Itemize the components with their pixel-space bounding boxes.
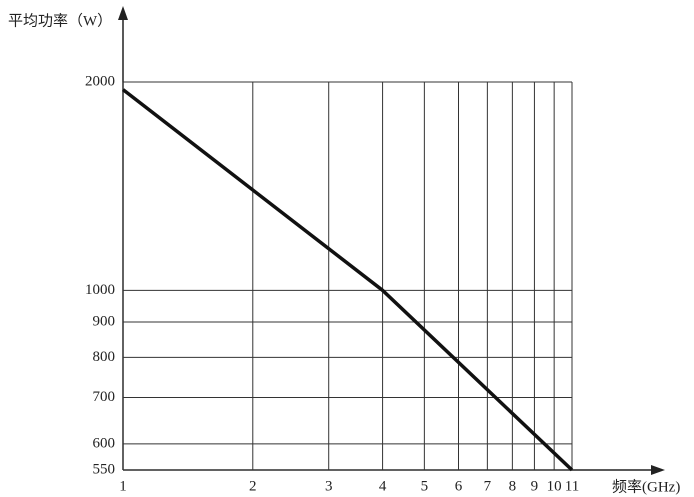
y-axis-arrow bbox=[118, 6, 128, 20]
y-tick-label: 800 bbox=[93, 349, 116, 365]
x-tick-label: 3 bbox=[325, 478, 333, 494]
x-axis-arrow bbox=[651, 465, 665, 475]
y-tick-label: 1000 bbox=[85, 282, 115, 298]
y-tick-label: 900 bbox=[93, 313, 116, 329]
x-tick-label: 5 bbox=[421, 478, 429, 494]
x-tick-label: 11 bbox=[565, 478, 579, 494]
x-tick-label: 7 bbox=[484, 478, 492, 494]
x-tick-label: 1 bbox=[119, 478, 127, 494]
y-tick-label: 700 bbox=[93, 389, 116, 405]
x-tick-label: 10 bbox=[547, 478, 562, 494]
x-axis-label: 频率(GHz) bbox=[612, 478, 680, 495]
data-line bbox=[123, 90, 572, 470]
y-tick-label: 550 bbox=[93, 461, 116, 477]
chart: 平均功率（W） 频率(GHz) 550 600 700 800 900 1000 2000 1… bbox=[0, 0, 694, 497]
x-tick-label: 4 bbox=[379, 478, 387, 494]
y-tick-label: 600 bbox=[93, 435, 116, 451]
y-tick-label: 2000 bbox=[85, 73, 115, 89]
x-tick-label: 9 bbox=[531, 478, 539, 494]
x-tick-label: 6 bbox=[455, 478, 463, 494]
y-axis-label: 平均功率（W） bbox=[8, 12, 112, 29]
x-tick-label: 2 bbox=[249, 478, 257, 494]
x-tick-label: 8 bbox=[509, 478, 517, 494]
